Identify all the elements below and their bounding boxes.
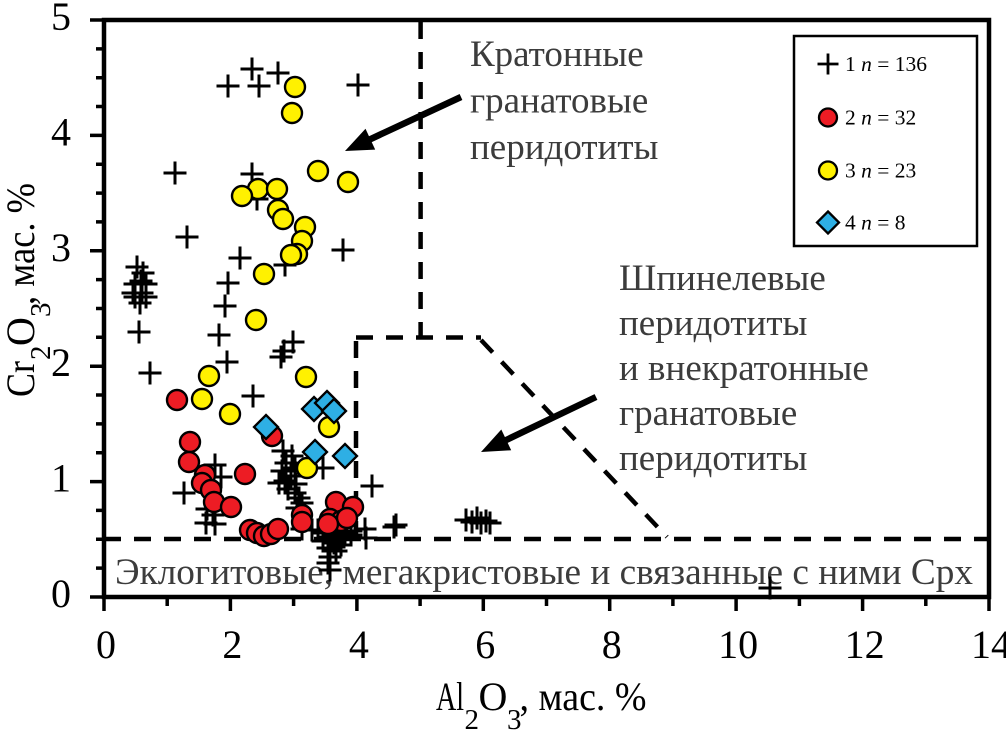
svg-text:12: 12 (845, 622, 885, 667)
svg-text:2: 2 (51, 340, 71, 385)
svg-text:1 n = 136: 1 n = 136 (845, 52, 927, 76)
svg-text:5: 5 (51, 0, 71, 39)
svg-text:2: 2 (25, 346, 57, 361)
svg-text:перидотиты: перидотиты (619, 438, 807, 479)
svg-text:14: 14 (971, 622, 1006, 667)
svg-text:3: 3 (25, 303, 57, 318)
svg-text:2: 2 (222, 622, 242, 667)
svg-text:4: 4 (349, 622, 369, 667)
svg-text:гранатовые: гранатовые (619, 393, 797, 434)
svg-text:3 n = 23: 3 n = 23 (845, 159, 916, 183)
svg-text:, мас. %: , мас. % (520, 674, 647, 719)
svg-text:3: 3 (51, 225, 71, 270)
svg-text:гранатовые: гранатовые (470, 81, 648, 122)
svg-text:перидотиты: перидотиты (470, 127, 658, 168)
svg-text:Эклогитовые, мегакристовые и с: Эклогитовые, мегакристовые и связанные с… (115, 552, 974, 593)
svg-text:Cr: Cr (0, 361, 43, 397)
svg-text:и внекратонные: и внекратонные (619, 348, 869, 389)
svg-text:2 n = 32: 2 n = 32 (845, 106, 916, 130)
svg-text:4: 4 (51, 109, 71, 154)
svg-text:O: O (479, 674, 508, 719)
svg-text:0: 0 (96, 622, 116, 667)
svg-text:2: 2 (465, 704, 480, 735)
svg-text:, мас. %: , мас. % (0, 183, 43, 305)
svg-text:10: 10 (718, 622, 758, 667)
svg-text:Кратонные: Кратонные (470, 34, 644, 75)
svg-text:O: O (0, 317, 43, 346)
svg-text:перидотиты: перидотиты (619, 303, 807, 344)
svg-text:6: 6 (475, 622, 495, 667)
svg-text:Al: Al (436, 674, 464, 719)
svg-text:3: 3 (507, 704, 522, 735)
svg-text:0: 0 (51, 571, 71, 616)
svg-text:8: 8 (602, 622, 622, 667)
svg-text:1: 1 (51, 456, 71, 501)
svg-text:4 n = 8: 4 n = 8 (845, 211, 906, 235)
svg-text:Шпинелевые: Шпинелевые (619, 258, 826, 299)
